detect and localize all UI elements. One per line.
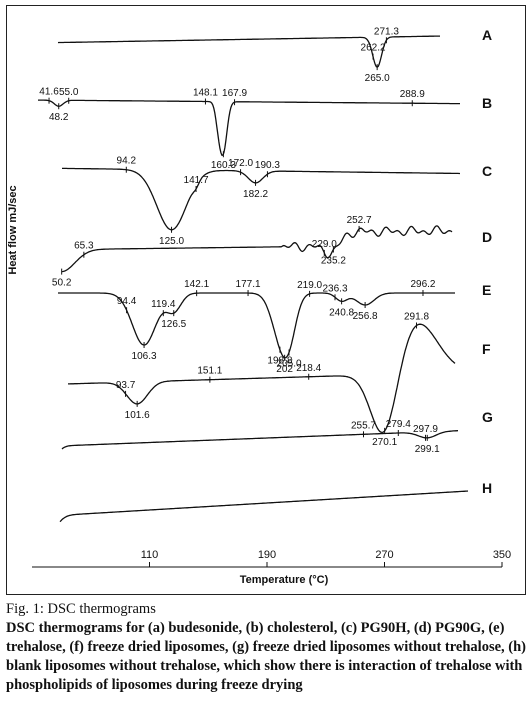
peak-label: 256.8 — [353, 311, 378, 322]
peak-label: 94.2 — [117, 156, 137, 167]
peak-label: 148.1 — [193, 87, 218, 98]
curve-label-f: F — [482, 341, 491, 357]
curve-label-h: H — [482, 480, 492, 496]
thermogram-curve-a — [57, 35, 440, 68]
peak-label: 288.9 — [400, 89, 425, 100]
peak-label: 198.8 — [267, 356, 292, 367]
peak-label: 167.9 — [222, 88, 247, 99]
peak-label: 125.0 — [159, 236, 184, 247]
curve-label-d: D — [482, 229, 492, 245]
dsc-chart: 262.2 271.3 265.0 41.6 55.0 48.2 148.1 167.9 160… — [7, 26, 511, 586]
x-tick-label: 270 — [375, 549, 393, 561]
peak-label: 101.6 — [125, 410, 150, 421]
curve-label-c: C — [482, 163, 492, 179]
peak-label: 50.2 — [52, 278, 72, 289]
peak-label: 218.4 — [296, 363, 321, 374]
thermogram-curve-h — [59, 490, 469, 523]
y-axis-title: Heat flow mJ/sec — [7, 185, 19, 274]
peak-label: 252.7 — [347, 215, 372, 226]
peak-label: 182.2 — [243, 189, 268, 200]
figure-caption: Fig. 1: DSC thermograms DSC thermograms … — [6, 600, 526, 695]
curve-label-g: G — [482, 409, 493, 425]
x-tick-label: 350 — [493, 549, 511, 561]
peak-label: 297.9 — [413, 424, 438, 435]
peak-label: 55.0 — [59, 87, 79, 98]
peak-label: 119.4 — [151, 299, 176, 310]
peak-label: 172.0 — [228, 158, 253, 169]
peak-label: 296.2 — [410, 279, 435, 290]
thermogram-curve-c — [62, 167, 460, 231]
x-axis-title: Temperature (°C) — [240, 574, 329, 586]
peak-label: 262.2 — [361, 43, 386, 54]
peak-label: 270.1 — [372, 437, 397, 448]
peak-label: 299.1 — [415, 444, 440, 455]
peak-label: 205.0 — [277, 358, 302, 369]
peak-label: 65.3 — [74, 241, 94, 252]
peak-label: 141.7 — [184, 175, 209, 186]
peak-label: 255.7 — [351, 420, 376, 431]
caption-body: DSC thermograms for (a) budesonide, (b) … — [6, 620, 527, 693]
peak-label: 48.2 — [49, 112, 69, 123]
peak-label: 271.3 — [374, 26, 399, 37]
curve-label-b: B — [482, 95, 492, 111]
peak-label: 240.8 — [329, 307, 354, 318]
peak-label: 291.8 — [404, 311, 429, 322]
peak-label: 190.3 — [255, 160, 280, 171]
x-tick-label: 190 — [258, 549, 276, 561]
peak-label: 41.6 — [39, 87, 59, 98]
peak-label: 160.3 — [211, 160, 236, 171]
thermogram-curve-f — [68, 323, 456, 434]
x-tick-label: 110 — [141, 549, 159, 561]
curve-label-e: E — [482, 282, 491, 298]
peak-label: 151.1 — [197, 366, 222, 377]
peak-label: 177.1 — [236, 279, 261, 290]
peak-label: 142.1 — [184, 279, 209, 290]
thermogram-curve-g — [61, 430, 458, 450]
peak-label: 229.0 — [312, 239, 337, 250]
peak-label: 93.7 — [116, 380, 136, 391]
peak-label: 279.4 — [386, 419, 411, 430]
caption-title: Fig. 1: DSC thermograms — [6, 601, 156, 617]
peak-label: 219.0 — [297, 280, 322, 291]
peak-label: 265.0 — [365, 73, 390, 84]
thermogram-curve-b — [38, 99, 460, 156]
thermogram-curve-e — [58, 292, 455, 359]
peak-label: 235.2 — [321, 256, 346, 267]
figure-frame — [6, 5, 526, 595]
peak-label: 106.3 — [132, 351, 157, 362]
peak-label: 236.3 — [322, 283, 347, 294]
peak-label: 126.5 — [161, 319, 186, 330]
peak-label: 202 — [276, 364, 293, 375]
peak-label: 94.4 — [117, 296, 137, 307]
thermogram-curve-d — [61, 225, 453, 273]
curve-label-a: A — [482, 27, 492, 43]
